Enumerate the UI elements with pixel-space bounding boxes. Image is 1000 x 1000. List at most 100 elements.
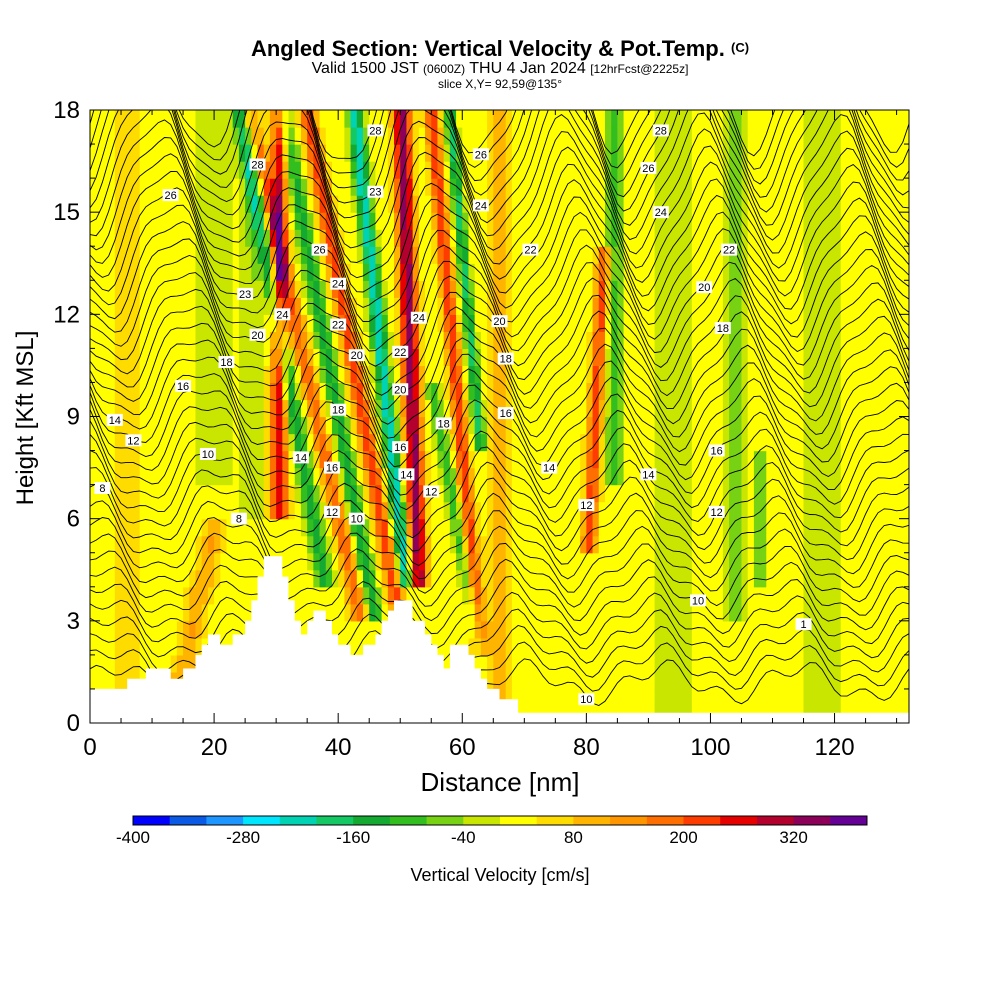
velocity-cell <box>815 178 823 196</box>
velocity-cell <box>195 331 203 349</box>
velocity-cell <box>449 501 457 520</box>
velocity-cell <box>524 110 532 128</box>
velocity-cell <box>760 620 767 639</box>
velocity-cell <box>387 569 395 588</box>
velocity-cell <box>853 535 860 554</box>
velocity-cell <box>425 110 432 128</box>
velocity-cell <box>822 127 829 145</box>
velocity-cell <box>623 535 631 554</box>
velocity-cell <box>679 569 687 588</box>
velocity-cell <box>400 484 408 503</box>
velocity-cell <box>220 518 228 537</box>
velocity-cell <box>784 637 792 656</box>
velocity-cell <box>729 297 736 315</box>
velocity-cell <box>121 518 128 537</box>
contour-label-bg <box>398 468 415 481</box>
velocity-cell <box>325 416 333 435</box>
contour-label: 12 <box>127 435 139 447</box>
velocity-cell <box>300 212 308 230</box>
velocity-cell <box>524 654 532 673</box>
velocity-cell <box>257 416 265 435</box>
velocity-cell <box>183 450 190 469</box>
velocity-cell <box>245 467 252 486</box>
velocity-cell <box>846 671 854 690</box>
velocity-cell <box>660 433 668 452</box>
velocity-cell <box>592 688 600 707</box>
velocity-cell <box>288 501 296 520</box>
velocity-cell <box>896 654 904 673</box>
velocity-cell <box>443 501 451 520</box>
velocity-cell <box>418 399 426 418</box>
velocity-cell <box>685 518 693 537</box>
velocity-cell <box>145 365 153 384</box>
velocity-cell <box>679 416 687 435</box>
velocity-cell <box>133 348 141 367</box>
velocity-cell <box>356 263 364 281</box>
velocity-cell <box>313 280 321 298</box>
velocity-cell <box>474 552 482 571</box>
velocity-cell <box>840 518 848 537</box>
velocity-cell <box>294 484 302 503</box>
velocity-cell <box>338 127 345 145</box>
velocity-cell <box>456 433 463 452</box>
velocity-cell <box>238 586 246 605</box>
velocity-cell <box>468 110 476 128</box>
velocity-cell <box>387 501 395 520</box>
velocity-cell <box>220 161 228 179</box>
velocity-cell <box>158 484 166 503</box>
velocity-cell <box>518 637 525 656</box>
velocity-cell <box>294 399 302 418</box>
velocity-cell <box>127 110 135 128</box>
velocity-cell <box>183 484 190 503</box>
velocity-cell <box>400 586 408 605</box>
velocity-cell <box>890 110 898 128</box>
velocity-cell <box>667 280 674 298</box>
velocity-cell <box>158 161 166 179</box>
velocity-cell <box>394 144 401 162</box>
velocity-cell <box>722 110 730 128</box>
velocity-cell <box>251 348 259 367</box>
velocity-cell <box>127 552 135 571</box>
velocity-cell <box>152 654 159 673</box>
velocity-cell <box>313 569 321 588</box>
velocity-cell <box>207 246 215 264</box>
velocity-cell <box>170 484 178 503</box>
velocity-cell <box>257 110 265 128</box>
velocity-cell <box>145 161 153 179</box>
velocity-cell <box>890 144 898 162</box>
velocity-cell <box>536 195 544 213</box>
slice-info: slice X,Y= 92,59@135° <box>437 77 563 91</box>
velocity-cell <box>505 637 513 656</box>
velocity-cell <box>406 450 414 469</box>
contour-label: 20 <box>698 282 710 294</box>
isentrope-line <box>90 525 909 607</box>
velocity-cell <box>859 552 867 571</box>
velocity-cell <box>263 212 271 230</box>
velocity-cell <box>859 603 867 622</box>
velocity-cell <box>245 399 252 418</box>
velocity-cell <box>853 654 860 673</box>
velocity-cell <box>232 195 240 213</box>
velocity-cell <box>722 688 730 707</box>
velocity-cell <box>468 212 476 230</box>
velocity-cell <box>164 263 172 281</box>
velocity-cell <box>480 501 488 520</box>
velocity-cell <box>524 569 532 588</box>
velocity-cell <box>716 297 724 315</box>
velocity-cell <box>437 280 445 298</box>
velocity-cell <box>257 229 265 247</box>
velocity-cell <box>536 314 544 332</box>
velocity-cell <box>238 314 246 332</box>
velocity-cell <box>685 671 693 690</box>
velocity-cell <box>207 314 215 332</box>
velocity-cell <box>846 144 854 162</box>
velocity-cell <box>623 450 631 469</box>
velocity-cell <box>542 433 550 452</box>
velocity-cell <box>468 314 476 332</box>
isentrope-line <box>90 343 909 454</box>
velocity-cell <box>791 654 798 673</box>
velocity-cell <box>176 178 184 196</box>
velocity-cell <box>629 467 637 486</box>
velocity-cell <box>530 331 538 349</box>
velocity-cell <box>896 263 904 281</box>
